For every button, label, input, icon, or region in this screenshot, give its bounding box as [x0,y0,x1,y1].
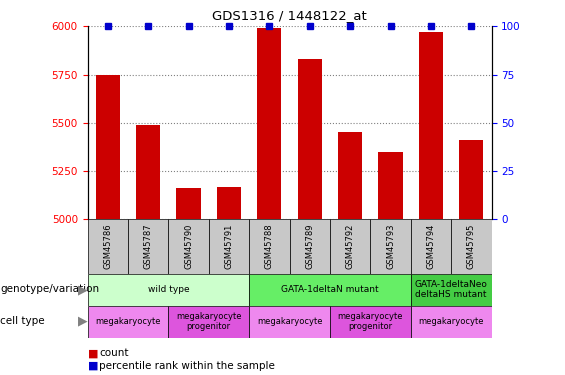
Text: ■: ■ [88,361,98,370]
Text: GSM45792: GSM45792 [346,224,355,269]
Bar [209,219,249,274]
Bar [257,28,281,219]
Bar [88,306,168,338]
Bar [379,152,403,219]
Bar [330,219,371,274]
Bar [290,219,330,274]
Bar [217,186,241,219]
Text: ▶: ▶ [78,283,88,296]
Text: megakaryocyte: megakaryocyte [95,317,160,326]
Bar [330,306,411,338]
Text: cell type: cell type [0,316,45,326]
Text: GSM45795: GSM45795 [467,224,476,269]
Bar [168,306,249,338]
Text: ▶: ▶ [78,315,88,328]
Bar [371,219,411,274]
Bar [176,189,201,219]
Bar [88,274,249,306]
Bar [95,75,120,219]
Text: GSM45791: GSM45791 [224,224,233,269]
Text: megakaryocyte: megakaryocyte [419,317,484,326]
Text: GSM45794: GSM45794 [427,224,436,269]
Bar [136,125,160,219]
Bar [451,219,492,274]
Text: GSM45793: GSM45793 [386,224,395,269]
Text: ■: ■ [88,348,98,358]
Text: count: count [99,348,128,358]
Text: megakaryocyte
progenitor: megakaryocyte progenitor [176,312,241,331]
Bar [411,219,451,274]
Bar [298,59,322,219]
Text: wild type: wild type [147,285,189,294]
Bar [338,132,362,219]
Text: megakaryocyte: megakaryocyte [257,317,322,326]
Bar [168,219,209,274]
Text: GSM45789: GSM45789 [305,224,314,269]
Text: GATA-1deltaN mutant: GATA-1deltaN mutant [281,285,379,294]
Text: GATA-1deltaNeo
deltaHS mutant: GATA-1deltaNeo deltaHS mutant [415,280,488,299]
Bar [249,306,330,338]
Text: megakaryocyte
progenitor: megakaryocyte progenitor [338,312,403,331]
Bar [419,32,443,219]
Text: GSM45788: GSM45788 [265,224,274,269]
Text: GSM45790: GSM45790 [184,224,193,269]
Bar [128,219,168,274]
Text: percentile rank within the sample: percentile rank within the sample [99,361,275,370]
Bar [411,306,492,338]
Text: GSM45786: GSM45786 [103,224,112,269]
Title: GDS1316 / 1448122_at: GDS1316 / 1448122_at [212,9,367,22]
Text: genotype/variation: genotype/variation [0,285,99,294]
Bar [88,219,128,274]
Bar [249,274,411,306]
Bar [459,140,484,219]
Text: GSM45787: GSM45787 [144,224,153,269]
Bar [411,274,492,306]
Bar [249,219,289,274]
